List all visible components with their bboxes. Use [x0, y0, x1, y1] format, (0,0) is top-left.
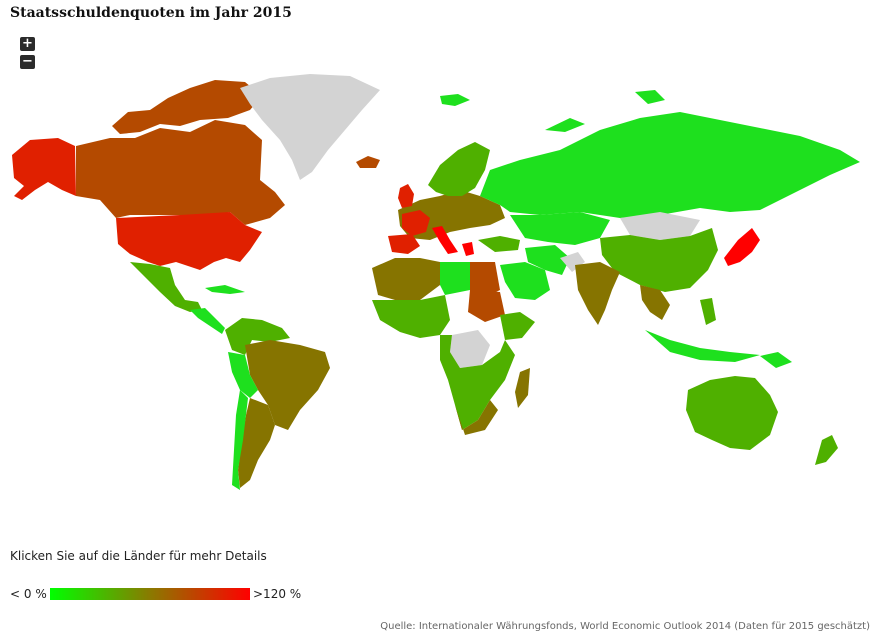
country-new-zealand[interactable] [815, 435, 838, 465]
legend-max-label: >120 % [253, 587, 302, 601]
country-uk[interactable] [398, 184, 414, 208]
country-japan[interactable] [724, 228, 760, 266]
country-greece[interactable] [462, 242, 474, 256]
country-canada[interactable] [76, 120, 285, 225]
instruction-text: Klicken Sie auf die Länder für mehr Deta… [10, 549, 267, 563]
legend-gradient-bar [50, 588, 250, 600]
country-peru[interactable] [228, 352, 258, 398]
legend-min-label: < 0 % [10, 587, 47, 601]
world-map [12, 74, 860, 490]
country-italy[interactable] [432, 226, 458, 254]
country-scandinavia[interactable] [428, 142, 490, 196]
country-png[interactable] [760, 352, 792, 368]
country-iceland[interactable] [356, 156, 380, 168]
country-morocco-algeria[interactable] [372, 258, 440, 300]
country-madagascar[interactable] [515, 368, 530, 408]
country-indonesia[interactable] [645, 330, 760, 362]
country-greenland[interactable] [240, 74, 380, 180]
country-ethiopia[interactable] [500, 312, 535, 340]
country-central-america[interactable] [190, 308, 225, 334]
country-russia-arctic[interactable] [545, 90, 665, 132]
country-australia[interactable] [686, 376, 778, 450]
country-spain[interactable] [388, 234, 420, 254]
source-note: Quelle: Internationaler Währungsfonds, W… [380, 621, 870, 632]
country-canada-arctic[interactable] [112, 80, 262, 134]
country-philippines[interactable] [700, 298, 716, 325]
country-west-africa[interactable] [372, 295, 450, 338]
country-drc[interactable] [450, 330, 490, 368]
page-title: Staatsschuldenquoten im Jahr 2015 [10, 5, 292, 21]
country-sudan[interactable] [468, 290, 505, 322]
country-svalbard[interactable] [440, 94, 470, 106]
country-brazil[interactable] [245, 340, 330, 430]
country-usa[interactable] [116, 212, 262, 270]
country-turkey[interactable] [478, 236, 520, 252]
country-afghanistan[interactable] [560, 252, 585, 272]
country-libya[interactable] [440, 262, 470, 295]
zoom-in-button[interactable]: + [20, 37, 35, 51]
country-caribbean[interactable] [205, 285, 245, 294]
country-central-africa[interactable] [440, 335, 515, 430]
country-colombia[interactable] [225, 318, 290, 355]
country-iran[interactable] [525, 245, 570, 275]
country-usa-alaska[interactable] [12, 138, 76, 200]
country-kazakhstan[interactable] [510, 212, 610, 245]
country-mexico[interactable] [130, 262, 202, 312]
country-argentina[interactable] [238, 398, 275, 488]
country-southern-africa[interactable] [455, 400, 498, 435]
country-india[interactable] [575, 262, 620, 325]
country-chile[interactable] [232, 390, 248, 490]
country-china[interactable] [600, 228, 718, 292]
country-saudi-arabia[interactable] [500, 262, 550, 300]
country-russia[interactable] [480, 112, 860, 218]
zoom-out-button[interactable]: − [20, 55, 35, 69]
country-southeast-asia[interactable] [640, 285, 670, 320]
country-france[interactable] [402, 210, 430, 236]
country-mongolia[interactable] [620, 212, 700, 240]
